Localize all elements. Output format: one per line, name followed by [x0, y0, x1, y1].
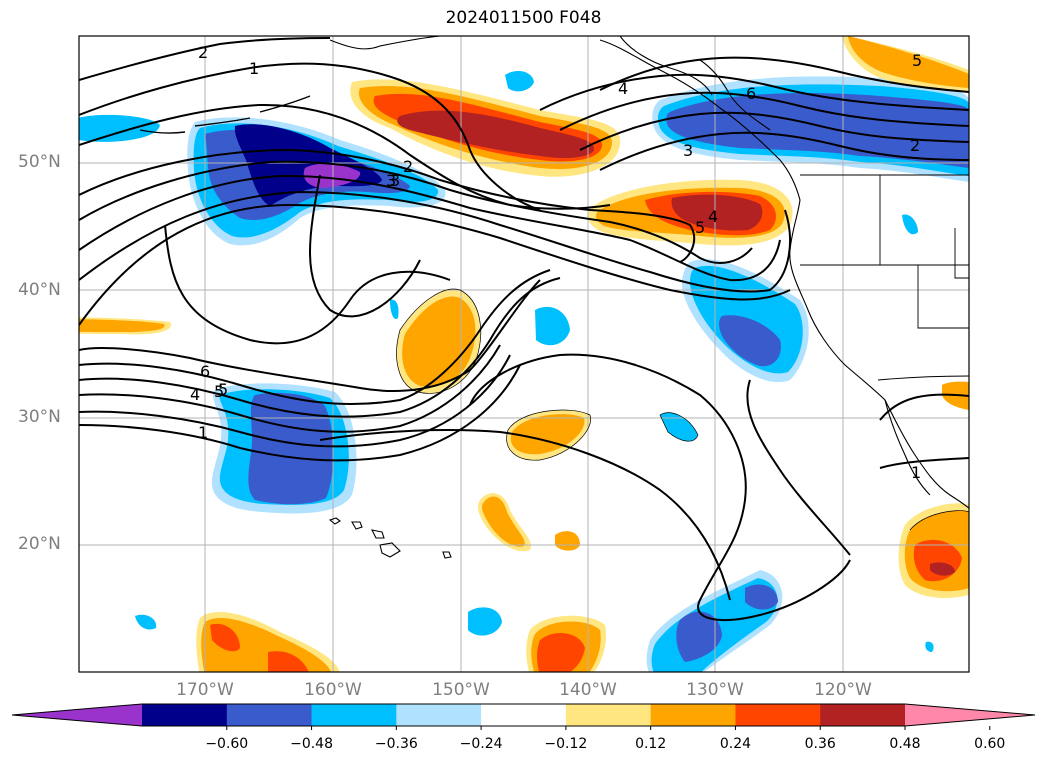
colorbar-tick-label: 0.36	[804, 736, 836, 752]
colorbar	[11, 703, 1036, 730]
lon-label-150w: 150°W	[432, 680, 490, 700]
lon-label-130w: 130°W	[686, 680, 744, 700]
contour-label: 4	[190, 385, 200, 404]
contour-label: 2	[403, 157, 413, 176]
positive-anomaly-central	[396, 289, 481, 394]
lon-label-170w: 170°W	[176, 680, 234, 700]
colorbar-tick-label: 0.24	[719, 736, 752, 752]
contour-label: 2	[910, 136, 920, 155]
contour-label: 6	[200, 362, 210, 381]
colorbar-tick-label: −0.12	[544, 736, 588, 752]
contour-label: 3	[390, 171, 400, 190]
contour-label: 3	[386, 171, 396, 190]
colorbar-extend-high	[905, 704, 1035, 726]
colorbar-segment	[735, 704, 821, 726]
colorbar-segment	[565, 704, 652, 726]
colorbar-segment	[650, 704, 736, 726]
chart-title: 2024011500 F048	[445, 8, 602, 28]
colorbar-segment	[481, 704, 567, 726]
negative-anomaly-southwest	[211, 383, 357, 514]
colorbar-tick-label: −0.48	[290, 736, 333, 752]
contour-label: 1	[198, 423, 208, 442]
colorbar-tick-label: −0.36	[374, 736, 418, 752]
lat-label-40n: 40°N	[18, 280, 61, 300]
colorbar-segment	[820, 704, 906, 726]
contour-label: 1	[911, 463, 921, 482]
southern-anomalies	[79, 36, 969, 672]
colorbar-extend-low	[12, 704, 142, 726]
colorbar-tick-label: 0.48	[889, 736, 921, 752]
colorbar-segment	[311, 704, 397, 726]
colorbar-tick-label: 0.12	[635, 736, 667, 752]
map-frame	[78, 35, 970, 673]
contour-label: 4	[618, 79, 628, 98]
colorbar-tick-label: −0.60	[205, 736, 249, 752]
colorbar-outline	[11, 703, 1036, 727]
contour-label: 1	[249, 59, 259, 78]
lon-label-160w: 160°W	[304, 680, 362, 700]
positive-anomaly-north	[350, 79, 621, 177]
contour-label: 4	[708, 207, 718, 226]
contour-labels: 2 1 6 4 5 3 2 3 4 5 6 5 4 1 2 3 5 1	[190, 43, 922, 482]
lat-label-20n: 20°N	[18, 534, 61, 554]
contour-label: 5	[695, 218, 705, 237]
contour-label: 5	[912, 51, 922, 70]
coastlines	[139, 36, 969, 559]
lat-label-50n: 50°N	[18, 152, 61, 172]
contour-label: 5	[218, 380, 228, 399]
colorbar-tick-label: −0.24	[459, 736, 503, 752]
lon-label-120w: 120°W	[814, 680, 872, 700]
contour-label: 3	[683, 141, 693, 160]
lon-label-140w: 140°W	[559, 680, 617, 700]
contour-label: 6	[746, 84, 756, 103]
height-contours	[79, 37, 969, 621]
contour-label: 5	[214, 382, 224, 401]
map-content: 2 1 6 4 5 3 2 3 4 5 6 5 4 1 2 3 5 1	[79, 36, 969, 672]
colorbar-segment	[396, 704, 482, 726]
positive-anomaly-small-patches	[79, 317, 591, 552]
colorbar-segment	[142, 704, 228, 726]
colorbar-tick-label: 0.60	[974, 736, 1006, 752]
lat-label-30n: 30°N	[18, 407, 61, 427]
contour-label: 2	[198, 43, 208, 62]
colorbar-segment	[226, 704, 313, 726]
